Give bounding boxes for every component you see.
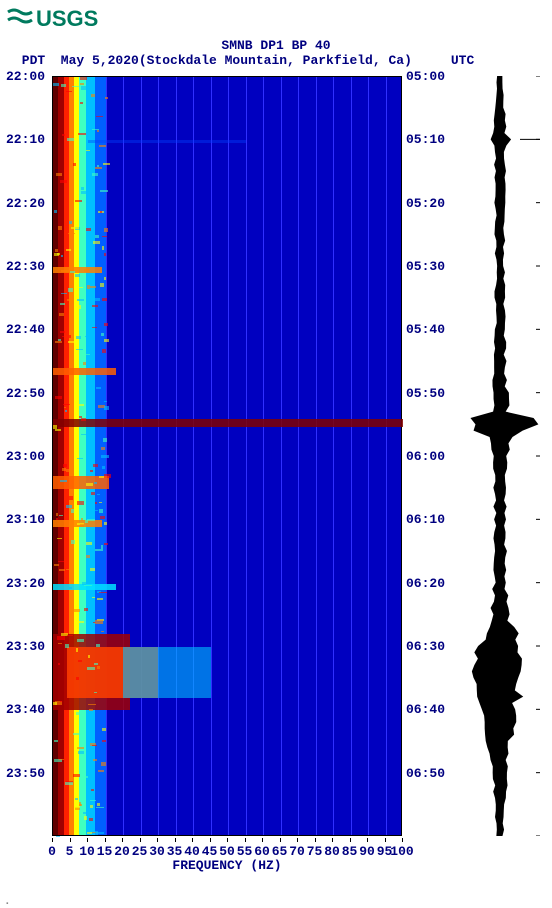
y-left-tick-label: 22:50 <box>6 386 45 401</box>
x-tick-label: 75 <box>307 844 323 859</box>
y-left-tick-label: 22:30 <box>6 259 45 274</box>
x-tick-label: 90 <box>359 844 375 859</box>
x-tick-label: 20 <box>114 844 130 859</box>
x-tick-label: 70 <box>289 844 305 859</box>
y-left-tick-label: 23:50 <box>6 766 45 781</box>
x-axis-label: FREQUENCY (HZ) <box>52 858 402 873</box>
y-left-tick-label: 23:30 <box>6 639 45 654</box>
x-tick-label: 25 <box>132 844 148 859</box>
x-tick-label: 85 <box>342 844 358 859</box>
y-right-tick-label: 05:30 <box>406 259 445 274</box>
chart-title: SMNB DP1 BP 40 <box>0 38 552 53</box>
spectrogram-plot <box>52 76 402 836</box>
x-tick-label: 35 <box>167 844 183 859</box>
y-right-tick-label: 05:20 <box>406 196 445 211</box>
x-tick-label: 5 <box>66 844 74 859</box>
y-left-tick-label: 22:10 <box>6 132 45 147</box>
y-left-tick-label: 23:00 <box>6 449 45 464</box>
x-tick-label: 60 <box>254 844 270 859</box>
seismograph-trace <box>460 76 540 836</box>
y-right-tick-label: 06:00 <box>406 449 445 464</box>
x-tick-label: 15 <box>97 844 113 859</box>
y-left-tick-label: 22:20 <box>6 196 45 211</box>
x-tick-label: 100 <box>390 844 413 859</box>
y-right-tick-label: 05:50 <box>406 386 445 401</box>
y-right-tick-label: 06:20 <box>406 576 445 591</box>
y-right-tick-label: 05:10 <box>406 132 445 147</box>
y-right-tick-label: 05:40 <box>406 322 445 337</box>
y-right-tick-label: 06:10 <box>406 512 445 527</box>
x-tick-label: 10 <box>79 844 95 859</box>
x-tick-label: 55 <box>237 844 253 859</box>
x-tick-label: 30 <box>149 844 165 859</box>
usgs-logo: USGS <box>0 0 552 38</box>
x-tick-label: 50 <box>219 844 235 859</box>
x-tick-label: 0 <box>48 844 56 859</box>
y-left-tick-label: 23:20 <box>6 576 45 591</box>
svg-text:USGS: USGS <box>36 6 98 31</box>
x-tick-label: 80 <box>324 844 340 859</box>
chart-subtitle: PDT May 5,2020(Stockdale Mountain, Parkf… <box>0 53 552 68</box>
x-axis: FREQUENCY (HZ) 0510152025303540455055606… <box>52 838 402 878</box>
y-right-tick-label: 06:30 <box>406 639 445 654</box>
y-left-tick-label: 22:40 <box>6 322 45 337</box>
y-right-tick-label: 06:50 <box>406 766 445 781</box>
y-left-tick-label: 23:40 <box>6 702 45 717</box>
y-right-tick-label: 05:00 <box>406 69 445 84</box>
footer-mark: . <box>4 896 11 908</box>
x-tick-label: 45 <box>202 844 218 859</box>
x-tick-label: 40 <box>184 844 200 859</box>
y-left-tick-label: 23:10 <box>6 512 45 527</box>
y-left-tick-label: 22:00 <box>6 69 45 84</box>
x-tick-label: 65 <box>272 844 288 859</box>
y-right-tick-label: 06:40 <box>406 702 445 717</box>
